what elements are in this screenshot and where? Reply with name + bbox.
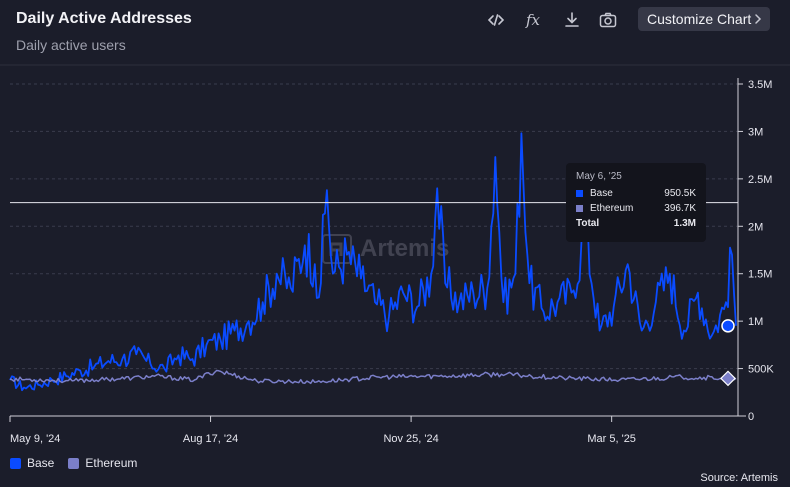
series-line-base <box>9 132 737 392</box>
x-tick-label: Mar 5, '25 <box>587 433 636 445</box>
legend-item-ethereum[interactable]: Ethereum <box>68 456 137 470</box>
chevron-right-icon <box>755 14 762 24</box>
code-icon[interactable] <box>482 8 510 32</box>
tooltip-ethereum-swatch <box>576 205 583 212</box>
y-tick-label: 0 <box>748 411 754 423</box>
source-note: Source: Artemis <box>700 472 778 484</box>
tooltip-row-base: Base 950.5K <box>576 186 696 201</box>
camera-icon[interactable] <box>594 8 622 32</box>
tooltip-total-value: 1.3M <box>673 218 696 229</box>
y-tick-label: 1M <box>748 316 763 328</box>
y-tick-label: 1.5M <box>748 269 772 281</box>
legend-ethereum-swatch <box>68 457 80 469</box>
tooltip-base-label: Base <box>590 188 613 199</box>
y-tick-label: 500K <box>748 364 774 376</box>
customize-chart-label: Customize Chart <box>647 11 752 27</box>
chart-legend: Base Ethereum <box>10 456 137 470</box>
tooltip-base-swatch <box>576 190 583 197</box>
tooltip-date: May 6, '25 <box>576 171 622 182</box>
x-tick-label: May 9, '24 <box>10 433 60 445</box>
customize-chart-button[interactable]: Customize Chart <box>638 7 770 31</box>
series-line-ethereum <box>9 369 737 385</box>
tooltip-row-ethereum: Ethereum 396.7K <box>576 201 696 216</box>
chart-title: Daily Active Addresses <box>16 10 192 27</box>
legend-ethereum-label: Ethereum <box>85 456 138 470</box>
legend-item-base[interactable]: Base <box>10 456 54 470</box>
download-icon[interactable] <box>558 8 586 32</box>
legend-base-label: Base <box>27 456 55 470</box>
hover-point-base <box>721 319 735 333</box>
y-tick-label: 3.5M <box>748 79 772 91</box>
tooltip-ethereum-label: Ethereum <box>590 203 634 214</box>
tooltip-base-value: 950.5K <box>664 188 696 199</box>
chart-subtitle: Daily active users <box>16 37 126 53</box>
x-tick-label: Aug 17, '24 <box>183 433 238 445</box>
x-tick-label: Nov 25, '24 <box>383 433 438 445</box>
y-tick-label: 3M <box>748 126 763 138</box>
legend-base-swatch <box>10 457 21 469</box>
y-tick-label: 2.5M <box>748 174 772 186</box>
tooltip-ethereum-value: 396.7K <box>664 203 696 214</box>
hover-point-ethereum <box>720 370 736 387</box>
tooltip-row-total: Total 1.3M <box>576 216 696 231</box>
tooltip-total-label: Total <box>576 218 600 229</box>
chart-tooltip: May 6, '25 Base 950.5K Ethereum 396.7K T… <box>566 163 706 242</box>
y-tick-label: 2M <box>748 221 763 233</box>
formula-icon[interactable]: fx <box>525 11 540 29</box>
